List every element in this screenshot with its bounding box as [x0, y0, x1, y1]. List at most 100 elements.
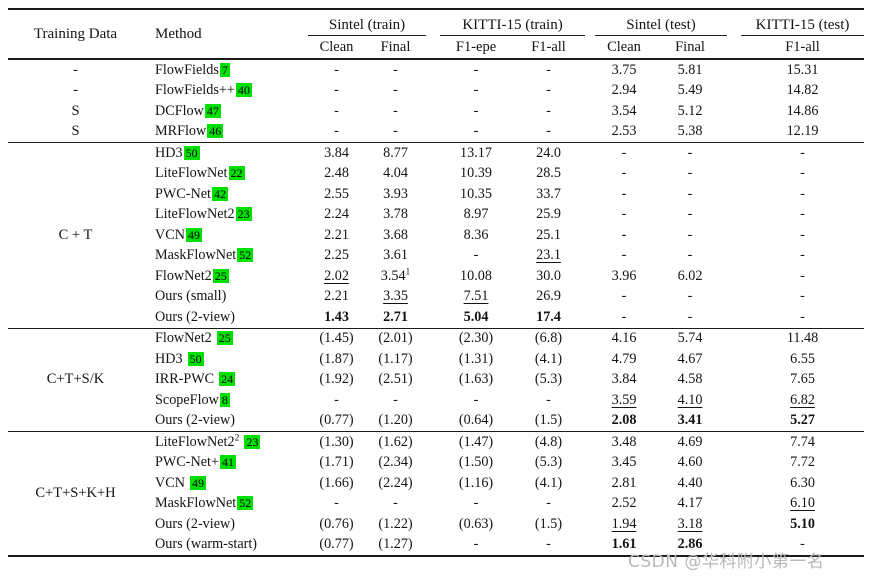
- value-cell: 2.94: [595, 81, 653, 102]
- citation-link[interactable]: 50: [183, 145, 200, 160]
- value-cell: 23.1: [512, 246, 585, 267]
- method-name: HD3: [155, 144, 183, 161]
- method-name: FlowNet2: [155, 267, 212, 284]
- value-cell: 1.43: [308, 307, 365, 328]
- value-cell: -: [512, 81, 585, 102]
- method-name: ScopeFlow: [155, 391, 219, 408]
- value-cell: -: [653, 246, 727, 267]
- method-name: VCN: [155, 226, 185, 243]
- citation-link[interactable]: 46: [207, 124, 224, 139]
- metric-value: (1.62): [378, 433, 413, 450]
- metric-value: 10.35: [460, 185, 492, 202]
- value-cell: 8.36: [440, 225, 512, 246]
- metric-value: -: [546, 495, 551, 512]
- metric-value: 4.69: [677, 433, 703, 450]
- column-gap: [727, 432, 741, 453]
- column-gap: [426, 122, 440, 143]
- column-gap: [585, 59, 595, 81]
- citation-link[interactable]: 50: [187, 351, 204, 366]
- metric-value: -: [473, 495, 479, 512]
- metric-value: -: [473, 123, 479, 140]
- column-gap: [727, 349, 741, 370]
- value-cell: 3.59: [595, 390, 653, 411]
- column-gap: [426, 473, 440, 494]
- value-cell: (1.31): [440, 349, 512, 370]
- metric-value: -: [621, 165, 627, 182]
- method-name: LiteFlowNet2: [155, 206, 235, 223]
- col-header-kitti-train-f1epe: F1-epe: [455, 38, 497, 55]
- citation-link[interactable]: 52: [237, 496, 254, 511]
- value-cell: -: [653, 184, 727, 205]
- method-name: DCFlow: [155, 102, 204, 119]
- citation-link[interactable]: 8: [219, 392, 230, 407]
- citation-link[interactable]: 41: [219, 455, 236, 470]
- value-cell: (1.66): [308, 473, 365, 494]
- citation-link[interactable]: 40: [235, 83, 252, 98]
- citation-link[interactable]: 49: [189, 475, 206, 490]
- method-name: MaskFlowNet: [155, 247, 237, 264]
- method-name: MRFlow: [155, 123, 207, 140]
- column-gap: [585, 122, 595, 143]
- metric-value: 7.72: [790, 454, 815, 471]
- metric-value: -: [800, 288, 805, 305]
- column-gap: [585, 514, 595, 535]
- training-data-cell: S: [71, 123, 80, 140]
- citation-link[interactable]: 42: [211, 186, 228, 201]
- column-gap: [426, 370, 440, 391]
- value-cell: (5.3): [512, 453, 585, 474]
- column-gap: [426, 307, 440, 328]
- citation-link[interactable]: 49: [185, 227, 202, 242]
- metric-value: -: [473, 102, 479, 119]
- value-cell: 5.04: [440, 307, 512, 328]
- column-gap: [727, 101, 741, 122]
- col-header-sintel-train-clean: Clean: [319, 38, 354, 55]
- metric-value: -: [393, 102, 398, 119]
- citation-link[interactable]: 25: [216, 331, 233, 346]
- method-cell: FlowFields++ 40: [143, 81, 308, 102]
- value-cell: 2.21: [308, 225, 365, 246]
- citation-link[interactable]: 23: [235, 207, 252, 222]
- method-cell: HD3 50: [143, 143, 308, 164]
- value-cell: 4.79: [595, 349, 653, 370]
- value-cell: -: [308, 101, 365, 122]
- metric-value: 30.0: [536, 267, 561, 284]
- column-gap: [727, 225, 741, 246]
- table-row: LiteFlowNet2 23 2.24 3.78 8.97 25.9 - - -: [8, 205, 864, 226]
- citation-link[interactable]: 52: [237, 248, 254, 263]
- citation-link[interactable]: 25: [212, 268, 229, 283]
- value-footnote-marker: 1: [405, 267, 411, 278]
- citation-link[interactable]: 24: [219, 372, 236, 387]
- method-cell: FlowFields 7: [143, 59, 308, 81]
- metric-value: (1.16): [458, 474, 494, 491]
- value-cell: 11.48: [741, 328, 864, 349]
- column-gap: [727, 143, 741, 164]
- metric-value: 1.43: [324, 308, 349, 325]
- value-cell: (0.76): [308, 514, 365, 535]
- metric-value: (0.63): [458, 515, 494, 532]
- method-cell: Ours (2-view): [143, 307, 308, 328]
- metric-value: 10.08: [460, 267, 492, 284]
- method-cell: LiteFlowNet2 23: [143, 205, 308, 226]
- value-cell: 3.541: [365, 266, 426, 287]
- metric-value: (1.22): [378, 515, 413, 532]
- col-header-sintel-test-final: Final: [675, 38, 705, 55]
- value-cell: 28.5: [512, 164, 585, 185]
- value-cell: (4.1): [512, 473, 585, 494]
- metric-value: -: [334, 102, 339, 119]
- citation-link[interactable]: 23: [244, 434, 261, 449]
- citation-link[interactable]: 47: [204, 103, 221, 118]
- citation-link[interactable]: 22: [228, 166, 245, 181]
- table-row: LiteFlowNet 22 2.48 4.04 10.39 28.5 - - -: [8, 164, 864, 185]
- metric-value: 4.10: [677, 391, 703, 408]
- column-gap: [585, 390, 595, 411]
- table-row: - FlowFields 7 - - - - 3.75 5.81 15.31: [8, 59, 864, 81]
- table-row: Ours (small) 2.21 3.35 7.51 26.9 - - -: [8, 287, 864, 308]
- metric-value: -: [687, 288, 693, 305]
- citation-link[interactable]: 7: [219, 62, 230, 77]
- column-gap: [727, 494, 741, 515]
- col-group-sintel-train: Sintel (train): [308, 9, 427, 36]
- value-cell: 3.78: [365, 205, 426, 226]
- metric-value: -: [546, 82, 551, 99]
- value-cell: -: [741, 535, 864, 557]
- metric-value: -: [621, 206, 627, 223]
